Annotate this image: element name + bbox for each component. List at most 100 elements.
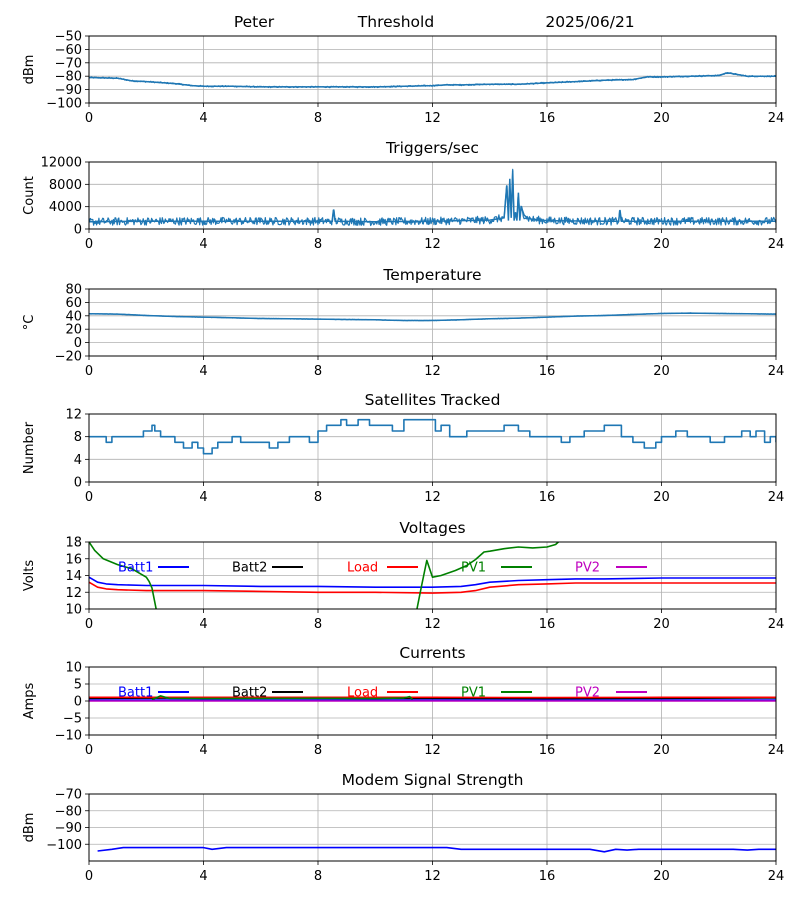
x-tick-label: 12	[424, 743, 441, 758]
x-tick-label: 24	[768, 743, 785, 758]
chart-panel-7: 0 4 8 12 16 20 24 −100 −90 −80−70 Modem Signal Str…	[22, 771, 784, 884]
y-tick-label: 60	[65, 296, 82, 311]
y-axis-label: dBm	[22, 55, 37, 85]
chart-panel-2: 0 4 8 12 16 20 24 0 4000 8000 12000 Triggers/sec Cou…	[22, 139, 784, 252]
x-tick-label: 8	[314, 743, 322, 758]
series-line-1	[89, 312, 776, 322]
y-tick-label: 12	[65, 586, 82, 601]
y-tick-label: 5	[74, 678, 82, 693]
y-axis-label: °C	[22, 315, 37, 331]
y-tick-label: −80	[55, 70, 82, 85]
x-tick-label: 4	[199, 111, 207, 126]
x-tick-label: 16	[539, 869, 556, 884]
legend-label-pv1: PV1	[461, 561, 486, 576]
series-line-batt1	[89, 576, 776, 588]
y-tick-label: 16	[65, 552, 82, 567]
x-tick-label: 0	[85, 490, 93, 505]
x-tick-label: 16	[539, 111, 556, 126]
y-tick-label: 4	[74, 453, 82, 468]
y-tick-label: 0	[74, 476, 82, 491]
y-axis-label: dBm	[22, 813, 37, 843]
y-tick-label: 12	[65, 408, 82, 423]
x-tick-label: 0	[85, 111, 93, 126]
x-tick-label: 8	[314, 490, 322, 505]
legend-label-batt1: Batt1	[118, 561, 153, 576]
x-tick-label: 24	[768, 869, 785, 884]
y-tick-label: 0	[74, 336, 82, 351]
x-tick-label: 20	[653, 237, 670, 252]
x-tick-label: 8	[314, 364, 322, 379]
legend-label-load: Load	[347, 561, 378, 576]
x-tick-label: 8	[314, 869, 322, 884]
y-tick-label: 10	[65, 661, 82, 676]
x-tick-label: 12	[424, 111, 441, 126]
x-tick-label: 24	[768, 111, 785, 126]
y-tick-label: 14	[65, 569, 82, 584]
legend-label-pv1: PV1	[461, 686, 486, 701]
chart-title: Modem Signal Strength	[342, 771, 524, 789]
chart-panel-4: 0 4 8 12 16 20 24 0 4 8 12 Satellites Tracked Number	[22, 391, 784, 505]
y-tick-label: 0	[74, 223, 82, 238]
chart-panel-6: 0 4 8 12 16 20 24 −10 −5 0 5 10 Currents Amps Batt1 Bat…	[22, 644, 784, 758]
x-tick-label: 12	[424, 617, 441, 632]
y-tick-label: −70	[55, 788, 82, 803]
y-tick-label: 80	[65, 283, 82, 298]
x-tick-label: 12	[424, 490, 441, 505]
x-tick-label: 20	[653, 111, 670, 126]
chart-title: Voltages	[399, 519, 465, 537]
series-line-pv1	[89, 542, 559, 609]
x-tick-label: 4	[199, 364, 207, 379]
y-tick-label: 4000	[49, 200, 82, 215]
chart-title: Triggers/sec	[385, 139, 479, 157]
y-tick-label: 10	[65, 603, 82, 618]
x-tick-label: 16	[539, 237, 556, 252]
x-tick-label: 4	[199, 743, 207, 758]
legend-label-pv2: PV2	[575, 561, 600, 576]
legend-label-batt2: Batt2	[232, 561, 267, 576]
chart-title: Satellites Tracked	[365, 391, 501, 409]
x-tick-label: 24	[768, 490, 785, 505]
x-tick-label: 4	[199, 490, 207, 505]
chart-title: Currents	[399, 644, 465, 662]
x-tick-label: 0	[85, 364, 93, 379]
x-tick-label: 12	[424, 869, 441, 884]
x-tick-label: 4	[199, 617, 207, 632]
x-tick-label: 8	[314, 111, 322, 126]
x-tick-label: 20	[653, 364, 670, 379]
y-tick-label: 40	[65, 309, 82, 324]
y-tick-label: −50	[55, 30, 82, 45]
series-line-1	[89, 418, 776, 455]
y-tick-label: 8000	[49, 178, 82, 193]
x-tick-label: 8	[314, 617, 322, 632]
y-tick-label: 18	[65, 536, 82, 551]
x-tick-label: 4	[199, 869, 207, 884]
series-line-1	[89, 72, 776, 89]
x-tick-label: 4	[199, 237, 207, 252]
chart-panel-1: 0 4 8 12 16 20 24 −100−90−80−70−60−50 dBm	[22, 30, 784, 127]
x-tick-label: 20	[653, 617, 670, 632]
y-tick-label: 20	[65, 323, 82, 338]
y-axis-label: Number	[22, 421, 37, 474]
y-tick-label: −90	[55, 83, 82, 98]
y-tick-label: −70	[55, 56, 82, 71]
y-tick-label: −80	[55, 804, 82, 819]
x-tick-label: 16	[539, 617, 556, 632]
x-tick-label: 24	[768, 237, 785, 252]
chart-title: Temperature	[382, 266, 481, 284]
legend-label-batt2: Batt2	[232, 686, 267, 701]
x-tick-label: 12	[424, 364, 441, 379]
y-tick-label: 8	[74, 430, 82, 445]
y-axis-label: Amps	[22, 682, 37, 719]
x-tick-label: 24	[768, 364, 785, 379]
x-tick-label: 16	[539, 490, 556, 505]
x-tick-label: 20	[653, 743, 670, 758]
x-tick-label: 24	[768, 617, 785, 632]
x-tick-label: 20	[653, 490, 670, 505]
x-tick-label: 16	[539, 743, 556, 758]
x-tick-label: 0	[85, 743, 93, 758]
x-tick-label: 20	[653, 869, 670, 884]
y-tick-label: −20	[55, 350, 82, 365]
